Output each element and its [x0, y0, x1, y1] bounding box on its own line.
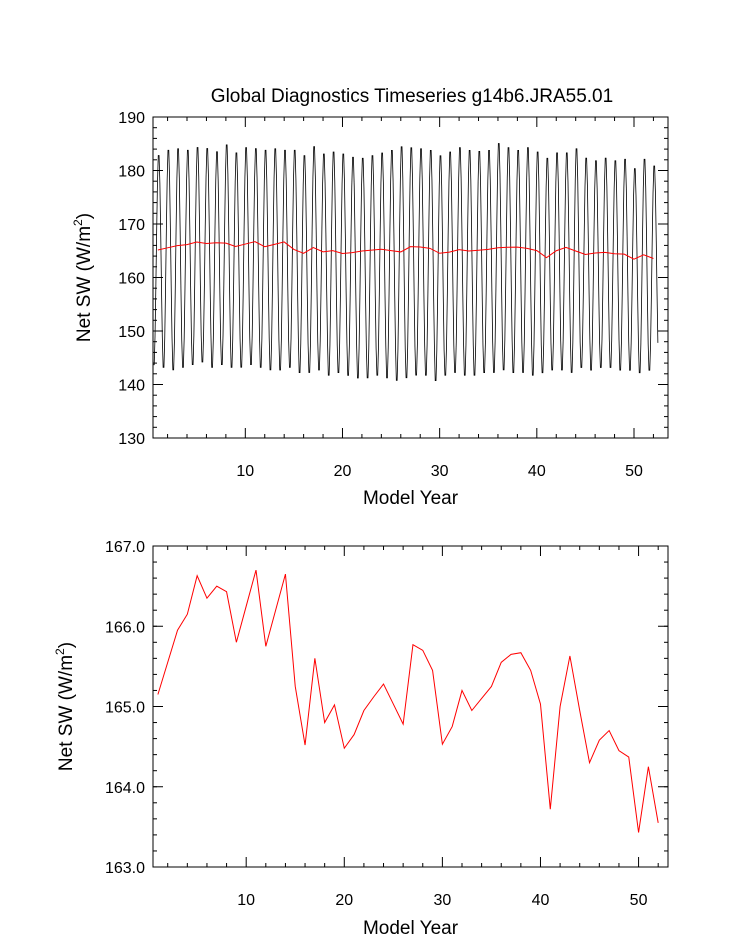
x-tick-label: 50 [625, 463, 643, 480]
plot-frame [152, 545, 669, 868]
y-tick-label: 140 [118, 378, 145, 395]
y-tick-label: 190 [118, 110, 145, 127]
y-tick-label: 166.0 [105, 619, 145, 636]
x-tick-label: 30 [431, 463, 449, 480]
annual-mean-series-line [157, 569, 659, 833]
y-tick-label: 160 [118, 271, 145, 288]
x-tick-label: 40 [528, 463, 546, 480]
x-tick-label: 10 [237, 892, 255, 909]
x-tick-label: 40 [532, 892, 550, 909]
annual-mean-series-line [157, 241, 654, 260]
x-tick-label: 30 [433, 892, 451, 909]
x-tick-label: 20 [335, 892, 353, 909]
y-axis-title: Net SW (W/m2) [71, 213, 95, 342]
y-tick-label: 150 [118, 324, 145, 341]
y-tick-label: 165.0 [105, 700, 145, 717]
y-tick-label: 167.0 [105, 539, 145, 556]
x-axis-title: Model Year [363, 918, 459, 939]
monthly-series-line [153, 143, 659, 381]
x-axis-title: Model Year [363, 488, 459, 509]
y-tick-label: 164.0 [105, 780, 145, 797]
y-tick-label: 170 [118, 217, 145, 234]
y-tick-label: 180 [118, 164, 145, 181]
x-tick-label: 20 [334, 463, 352, 480]
y-tick-label: 163.0 [105, 860, 145, 877]
y-axis-title: Net SW (W/m2) [53, 642, 77, 771]
x-tick-label: 50 [630, 892, 648, 909]
panel-bottom: 163.0 164.0 165.0 166.0 167.0 10 20 30 40 50 Model… [53, 539, 669, 939]
x-tick-label: 10 [236, 463, 254, 480]
figure-title: Global Diagnostics Timeseries g14b6.JRA5… [211, 86, 613, 107]
panel-top: 130 140 150 160 170 180 190 10 20 30 40 50 Model Yea… [71, 110, 669, 509]
y-tick-label: 130 [118, 431, 145, 448]
